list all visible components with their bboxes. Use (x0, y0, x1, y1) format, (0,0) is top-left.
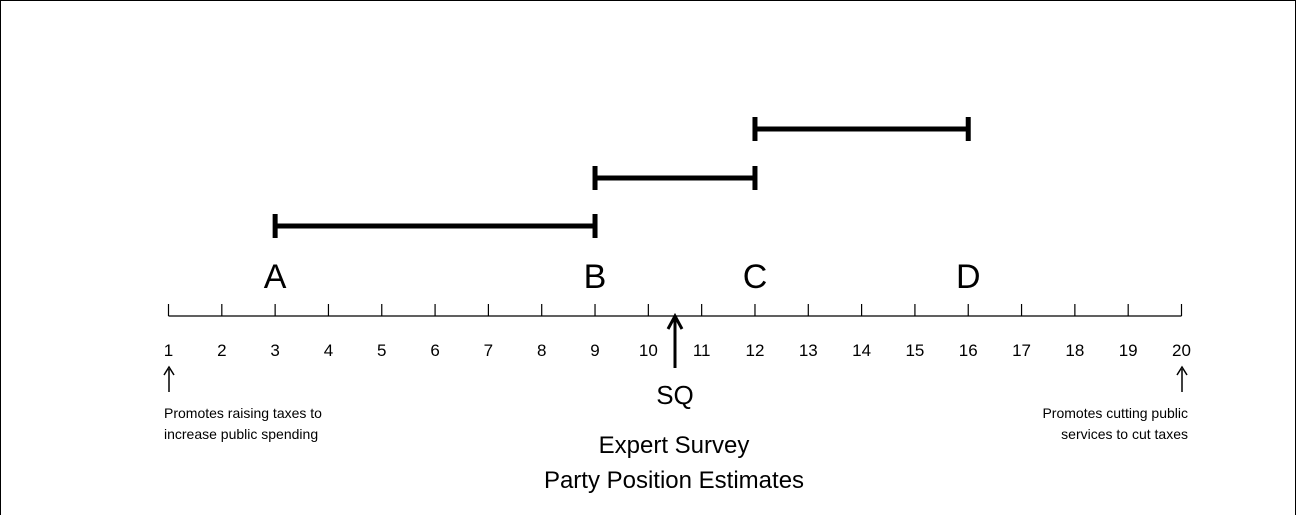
tick-label: 17 (1012, 341, 1031, 360)
tick-label: 14 (852, 341, 871, 360)
right-note-line-1: Promotes cutting public (1042, 405, 1188, 421)
tick-label: 15 (905, 341, 924, 360)
range-bar-a (272, 214, 598, 238)
sq-arrow-icon (666, 312, 684, 368)
tick-label: 6 (430, 341, 439, 360)
tick-label: 20 (1172, 341, 1191, 360)
sq-label: SQ (656, 380, 694, 410)
caption-line-2: Party Position Estimates (544, 467, 804, 494)
tick-label: 18 (1065, 341, 1084, 360)
right-endpoint-note: Promotes cutting public services to cut … (1042, 365, 1188, 442)
tick-label: 19 (1119, 341, 1138, 360)
tick-label: 7 (484, 341, 493, 360)
caption-line-1: Expert Survey (599, 432, 750, 459)
party-label-b: B (584, 258, 607, 296)
caption: Expert Survey Party Position Estimates (544, 432, 804, 494)
range-bar-c (752, 117, 971, 141)
tick-label: 8 (537, 341, 546, 360)
party-label-d: D (956, 258, 981, 296)
party-ranges (272, 117, 971, 238)
axis: 1 2 3 4 5 6 7 8 9 10 11 12 13 14 15 16 17 18 19 20 (164, 304, 1191, 360)
left-up-arrow-icon (163, 365, 175, 392)
party-label-a: A (264, 258, 287, 296)
party-labels: A B C D (264, 258, 981, 296)
tick-label: 9 (590, 341, 599, 360)
right-note-line-2: services to cut taxes (1061, 426, 1188, 442)
right-up-arrow-icon (1176, 365, 1188, 392)
tick-label: 16 (959, 341, 978, 360)
range-bar-b (592, 166, 758, 190)
tick-label: 13 (799, 341, 818, 360)
tick-label: 1 (164, 341, 173, 360)
tick-label: 2 (217, 341, 226, 360)
tick-label: 11 (693, 341, 711, 360)
tick-label: 12 (746, 341, 765, 360)
tick-label: 5 (377, 341, 386, 360)
left-note-line-1: Promotes raising taxes to (164, 405, 322, 421)
tick-label: 4 (324, 341, 333, 360)
tick-label: 3 (270, 341, 279, 360)
left-note-line-2: increase public spending (164, 426, 318, 442)
party-label-c: C (743, 258, 768, 296)
left-endpoint-note: Promotes raising taxes to increase publi… (163, 365, 322, 442)
status-quo-marker: SQ (656, 312, 694, 410)
tick-label: 10 (639, 341, 658, 360)
